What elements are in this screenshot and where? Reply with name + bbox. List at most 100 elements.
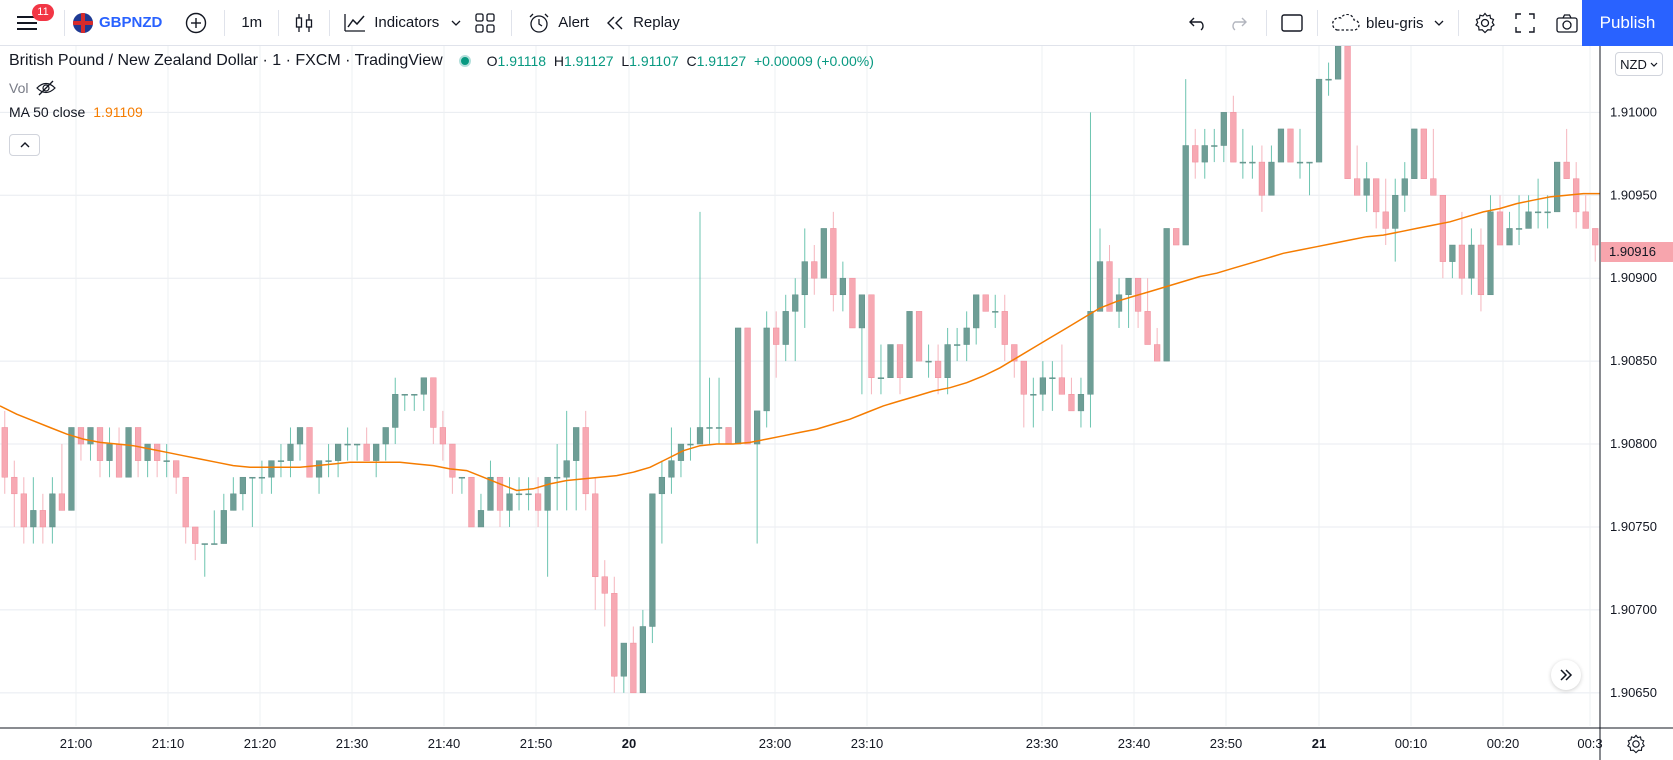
- ohlc-values: O1.91118 H1.91127 L1.91107 C1.91127 +0.0…: [486, 53, 874, 69]
- price-tick-label: 1.90950: [1610, 187, 1657, 202]
- time-tick-label: 21:00: [60, 736, 93, 751]
- candle-up: [1554, 161, 1561, 213]
- toolbar-divider: [278, 9, 280, 36]
- candle-up: [1334, 46, 1342, 80]
- layout-dropdown-button[interactable]: [1428, 0, 1450, 46]
- eye-hidden-icon[interactable]: [36, 80, 57, 96]
- candle-down: [811, 261, 818, 279]
- redo-button[interactable]: [1218, 0, 1258, 46]
- candle-up: [1506, 228, 1513, 246]
- candle-up: [925, 360, 932, 363]
- chart-area[interactable]: 1.91000 1.90950 1.90900 1.90850 1.90800 1.907…: [0, 46, 1673, 760]
- legend-collapse-button[interactable]: [9, 134, 40, 156]
- ma-legend[interactable]: MA 50 close 1.91109: [9, 104, 143, 120]
- fullscreen-button[interactable]: [1503, 0, 1547, 46]
- axis-settings-gear-icon[interactable]: [1624, 732, 1648, 756]
- price-chart[interactable]: 1.91000 1.90950 1.90900 1.90850 1.90800 1.907…: [0, 46, 1673, 760]
- candle-up: [1201, 145, 1208, 163]
- candle-up: [87, 427, 94, 445]
- candle-down: [582, 427, 589, 495]
- candle-up: [1039, 377, 1046, 395]
- volume-legend[interactable]: Vol: [9, 80, 57, 96]
- replay-button[interactable]: Replay: [597, 0, 688, 46]
- candle-up: [277, 460, 285, 462]
- candle-up: [125, 427, 132, 478]
- candle-up: [382, 427, 389, 445]
- undo-icon: [1188, 15, 1208, 31]
- candle-down: [534, 493, 542, 511]
- candle-up: [1392, 195, 1399, 229]
- market-status-dot[interactable]: [458, 55, 471, 67]
- candle-up: [249, 476, 256, 479]
- candle-down: [1154, 344, 1161, 362]
- chart-type-button[interactable]: [287, 0, 321, 46]
- scroll-to-realtime-button[interactable]: [1551, 660, 1581, 690]
- candle-up: [201, 543, 208, 545]
- candle-up: [1077, 394, 1085, 412]
- candle-up: [1411, 128, 1418, 179]
- candles-icon: [294, 12, 314, 34]
- candle-up: [1534, 211, 1542, 214]
- candle-down: [1068, 394, 1075, 412]
- candle-down: [1058, 377, 1066, 395]
- candle-up: [658, 476, 666, 495]
- candle-down: [115, 443, 123, 478]
- currency-button[interactable]: NZD: [1615, 52, 1663, 76]
- candle-down: [20, 493, 27, 528]
- candle-up: [315, 460, 323, 478]
- layout-button[interactable]: bleu-gris: [1326, 0, 1428, 46]
- candle-up: [334, 443, 342, 461]
- candle-down: [982, 294, 989, 312]
- interval-button[interactable]: 1m: [241, 14, 263, 31]
- candle-down: [1373, 178, 1380, 213]
- symbol-name: GBPNZD: [99, 14, 163, 31]
- snapshot-button[interactable]: [1547, 0, 1587, 46]
- fullscreen-frame-button[interactable]: [1275, 0, 1309, 46]
- chevron-down-icon: [1650, 62, 1658, 67]
- settings-button[interactable]: [1467, 0, 1503, 46]
- main-menu-button[interactable]: 11: [0, 0, 56, 46]
- notification-badge: 11: [32, 3, 54, 21]
- candle-up: [954, 344, 961, 346]
- alert-button[interactable]: Alert: [520, 0, 597, 46]
- candle-up: [1249, 161, 1256, 164]
- candle-up: [477, 510, 485, 528]
- currency-label: NZD: [1620, 56, 1647, 72]
- candle-up: [230, 493, 237, 511]
- volume-label: Vol: [9, 80, 29, 96]
- indicators-dropdown-button[interactable]: [445, 0, 467, 46]
- candle-down: [154, 443, 161, 461]
- candle-up: [373, 443, 380, 461]
- candle-up: [1163, 228, 1170, 362]
- candle-down: [1144, 311, 1151, 345]
- publish-button[interactable]: Publish: [1582, 0, 1673, 46]
- compare-symbol-button[interactable]: [176, 0, 216, 46]
- gbp-nzd-flag-icon: [73, 12, 93, 33]
- candle-up: [1306, 161, 1313, 164]
- indicators-button[interactable]: Indicators: [338, 0, 445, 46]
- candle-down: [1001, 311, 1008, 345]
- candle-up: [1487, 211, 1494, 296]
- gear-icon: [1474, 12, 1496, 34]
- candle-up: [839, 277, 846, 296]
- undo-button[interactable]: [1178, 0, 1218, 46]
- templates-button[interactable]: [467, 0, 503, 46]
- candle-up: [887, 344, 894, 378]
- chart-title[interactable]: British Pound / New Zealand Dollar · 1 ·…: [9, 52, 443, 69]
- candle-down: [449, 443, 456, 478]
- candle-down: [630, 642, 637, 694]
- candle-up: [1277, 128, 1285, 163]
- symbol-search-button[interactable]: GBPNZD: [73, 0, 176, 46]
- time-tick-label: 21:10: [152, 736, 185, 751]
- time-tick-label: 21:20: [244, 736, 277, 751]
- candle-up: [1239, 161, 1246, 164]
- candle-down: [430, 377, 437, 428]
- candle-down: [1020, 360, 1027, 395]
- candle-down: [11, 476, 18, 495]
- replay-label: Replay: [633, 14, 680, 31]
- candle-down: [1477, 244, 1485, 296]
- ma-50-line: [0, 192, 1600, 492]
- candle-down: [1230, 112, 1237, 163]
- candle-down: [77, 427, 85, 445]
- legend-main: British Pound / New Zealand Dollar · 1 ·…: [9, 52, 874, 70]
